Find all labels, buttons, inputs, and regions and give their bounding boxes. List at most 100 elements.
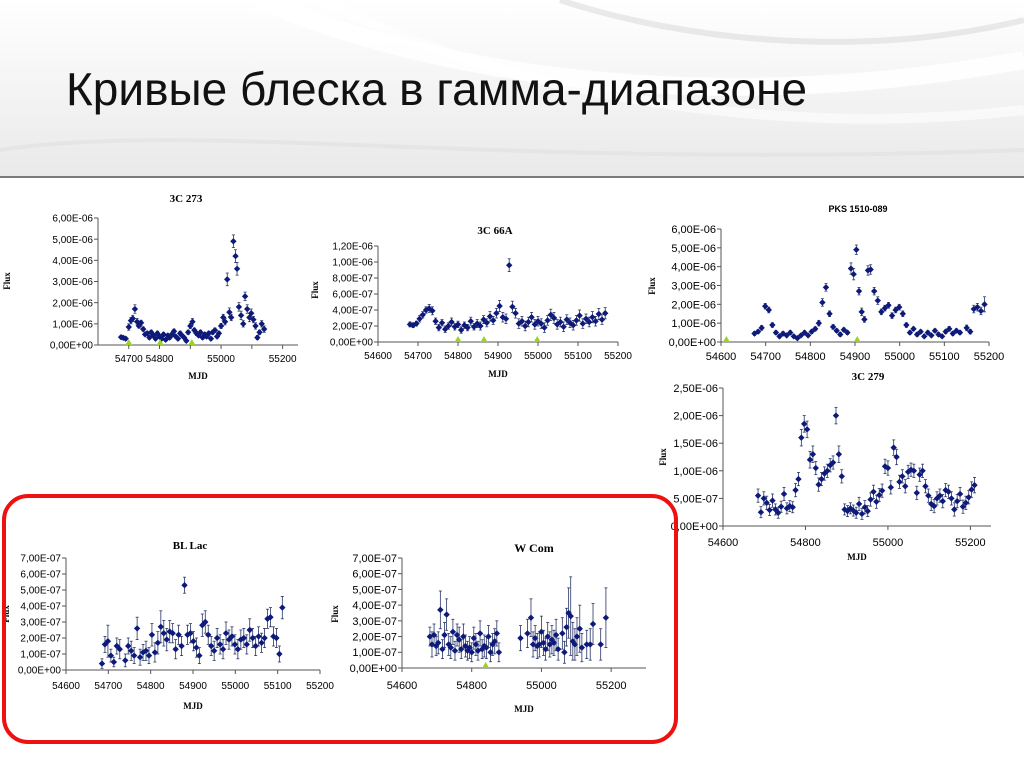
chart-title: PKS 1510-089 [828, 204, 887, 214]
data-point [483, 644, 490, 651]
x-tick-label: 55000 [207, 354, 235, 365]
data-point [981, 301, 988, 308]
data-point [864, 507, 871, 515]
y-tick-label: 3,00E-06 [671, 280, 716, 292]
x-tick-label: 54900 [484, 351, 512, 362]
y-axis-label: Flux [330, 605, 340, 623]
x-axis-label: MJD [183, 701, 203, 711]
data-point [847, 265, 855, 272]
flare-marker-triangle [156, 339, 164, 345]
data-point [213, 634, 221, 642]
data-point [435, 639, 442, 647]
data-point [240, 320, 247, 328]
data-point [174, 335, 182, 342]
data-point [140, 325, 147, 333]
chart-bllac: BL Lac 0,00E+00 1,00E-07 2,00E-07 3,00E-07 4,… [1, 540, 334, 711]
data-point [113, 642, 120, 650]
slide-header: Кривые блеска в гамма-диапазоне [0, 0, 1024, 176]
y-tick-label: 5,00E-07 [20, 586, 61, 597]
data-point [602, 310, 609, 317]
data-point [826, 310, 833, 317]
data-point [876, 491, 883, 499]
data-point [867, 496, 874, 503]
data-point [815, 481, 822, 488]
x-tick-label: 55000 [526, 680, 557, 692]
data-point [202, 618, 209, 626]
data-point [496, 302, 503, 310]
data-point [827, 462, 834, 469]
data-point [110, 658, 118, 666]
data-point [426, 305, 433, 312]
data-point [887, 484, 895, 491]
flare-marker-triangle [454, 336, 462, 342]
x-tick-label: 55100 [929, 351, 960, 363]
data-point [765, 306, 772, 314]
x-tick-label: 54800 [137, 681, 165, 692]
y-axis-label: Flux [658, 448, 668, 466]
data-point [250, 316, 257, 323]
data-point [803, 426, 811, 433]
x-tick-label: 55200 [596, 680, 627, 692]
data-point [213, 333, 221, 340]
data-point [244, 305, 251, 313]
data-point [910, 325, 917, 333]
data-point [215, 330, 223, 337]
data-point [422, 306, 430, 314]
data-point [758, 324, 765, 332]
data-point [252, 642, 259, 650]
x-axis-label: MJD [847, 552, 867, 562]
data-point [801, 420, 808, 428]
x-tick-label: 54700 [404, 351, 432, 362]
data-point [453, 631, 461, 639]
data-point [249, 634, 256, 642]
data-point [441, 631, 448, 639]
x-tick-label: 55200 [604, 351, 632, 362]
x-axis-label: MJD [488, 369, 508, 379]
data-point [228, 314, 235, 321]
data-point [208, 642, 215, 650]
data-point [133, 318, 141, 325]
data-point [858, 308, 865, 316]
data-point [847, 505, 854, 512]
data-point [586, 318, 593, 326]
x-tick-label: 54600 [387, 680, 418, 692]
y-tick-label: 7,00E-07 [20, 554, 61, 565]
data-point [221, 318, 229, 325]
data-point [506, 262, 513, 269]
x-tick-label: 54600 [52, 681, 80, 692]
data-point [485, 633, 492, 640]
y-tick-label: 4,00E-06 [671, 262, 716, 274]
data-point [754, 492, 762, 499]
data-point [838, 473, 845, 480]
flare-marker-triangle [125, 339, 133, 345]
data-point [248, 310, 255, 317]
x-tick-label: 55100 [264, 681, 292, 692]
data-point [870, 488, 877, 495]
data-point [573, 317, 580, 324]
data-point [435, 324, 442, 331]
data-point [953, 327, 960, 334]
data-point [939, 497, 946, 505]
chart-title: 3C 273 [170, 193, 203, 205]
data-point [252, 322, 259, 330]
data-point [241, 293, 249, 300]
data-point [176, 330, 184, 337]
data-point [902, 483, 909, 490]
y-tick-label: 3,00E-06 [52, 277, 93, 288]
data-point [956, 490, 964, 498]
data-point [777, 503, 785, 510]
data-point [273, 634, 280, 642]
data-point [576, 312, 583, 319]
data-point [792, 486, 799, 494]
data-point [448, 318, 455, 326]
data-point [524, 630, 531, 637]
y-tick-label: 2,00E-06 [671, 299, 716, 311]
data-point [956, 329, 964, 336]
data-point [903, 321, 910, 329]
y-tick-label: 2,00E-07 [352, 632, 397, 644]
data-point [806, 456, 814, 463]
x-tick-label: 54700 [750, 351, 781, 363]
data-point [224, 276, 231, 283]
data-point [971, 481, 978, 489]
data-point [490, 317, 497, 324]
